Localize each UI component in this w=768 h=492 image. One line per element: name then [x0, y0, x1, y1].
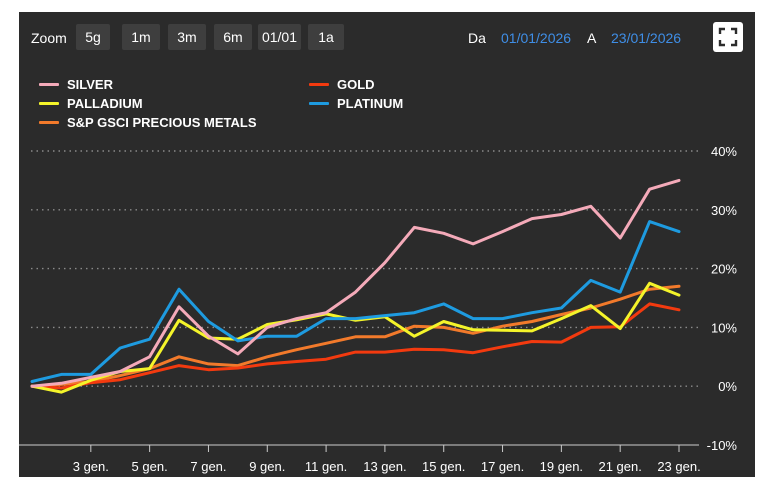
legend-swatch-gold — [309, 83, 329, 86]
y-tick-label: 10% — [711, 320, 737, 335]
legend-item-platinum[interactable]: PLATINUM — [309, 96, 459, 112]
legend-label-platinum: PLATINUM — [337, 96, 404, 111]
date-to-label: A — [587, 30, 597, 46]
y-tick-label: 20% — [711, 262, 737, 277]
legend-item-palladium[interactable]: PALLADIUM — [39, 96, 189, 112]
zoom-ytd-button[interactable]: 01/01 — [258, 24, 301, 50]
x-tick-label: 7 gen. — [190, 459, 226, 474]
y-tick-label: -10% — [707, 438, 738, 453]
fullscreen-button[interactable] — [713, 22, 743, 52]
series-line-silver — [30, 178, 681, 388]
date-from-label: Da — [468, 30, 486, 46]
fullscreen-icon — [718, 27, 738, 47]
date-to-input[interactable]: 23/01/2026 — [611, 30, 682, 46]
zoom-6m-button[interactable]: 6m — [214, 24, 252, 50]
chart-panel: Zoom 5g 1m 3m 6m 01/01 1a Da 01/01/2026 … — [19, 12, 755, 477]
x-tick-label: 19 gen. — [540, 459, 583, 474]
legend-item-sp-gsci[interactable]: S&P GSCI PRECIOUS METALS — [39, 115, 309, 131]
zoom-label: Zoom — [31, 30, 67, 46]
legend-item-silver[interactable]: SILVER — [39, 77, 189, 93]
date-from-input[interactable]: 01/01/2026 — [501, 30, 572, 46]
zoom-1a-button[interactable]: 1a — [308, 24, 344, 50]
legend-swatch-platinum — [309, 102, 329, 105]
series-line-gold — [30, 302, 681, 390]
x-tick-label: 15 gen. — [422, 459, 465, 474]
zoom-5g-button[interactable]: 5g — [76, 24, 110, 50]
legend-item-gold[interactable]: GOLD — [309, 77, 459, 93]
x-tick-label: 9 gen. — [249, 459, 285, 474]
x-tick-label: 5 gen. — [132, 459, 168, 474]
x-tick-label: 23 gen. — [657, 459, 700, 474]
line-chart: 40% 30% 20% 10% 0% -10% 3 gen. 5 gen. 7 gen. 9 ge… — [19, 144, 738, 474]
series-line-platinum — [30, 220, 681, 383]
y-tick-label: 40% — [711, 144, 737, 159]
series-line-palladium — [30, 281, 681, 394]
legend-swatch-silver — [39, 83, 59, 86]
x-tick-label: 21 gen. — [598, 459, 641, 474]
legend-label-sp-gsci: S&P GSCI PRECIOUS METALS — [67, 115, 257, 130]
x-tick-label: 3 gen. — [73, 459, 109, 474]
y-tick-label: 0% — [718, 379, 737, 394]
legend-label-palladium: PALLADIUM — [67, 96, 143, 111]
legend-label-silver: SILVER — [67, 77, 113, 92]
legend-swatch-palladium — [39, 102, 59, 105]
zoom-3m-button[interactable]: 3m — [168, 24, 206, 50]
legend-label-gold: GOLD — [337, 77, 375, 92]
x-tick-label: 11 gen. — [305, 459, 347, 474]
x-tick-label: 17 gen. — [481, 459, 524, 474]
x-tick-label: 13 gen. — [363, 459, 406, 474]
y-tick-label: 30% — [711, 203, 737, 218]
zoom-1m-button[interactable]: 1m — [122, 24, 160, 50]
legend-swatch-sp-gsci — [39, 121, 59, 124]
